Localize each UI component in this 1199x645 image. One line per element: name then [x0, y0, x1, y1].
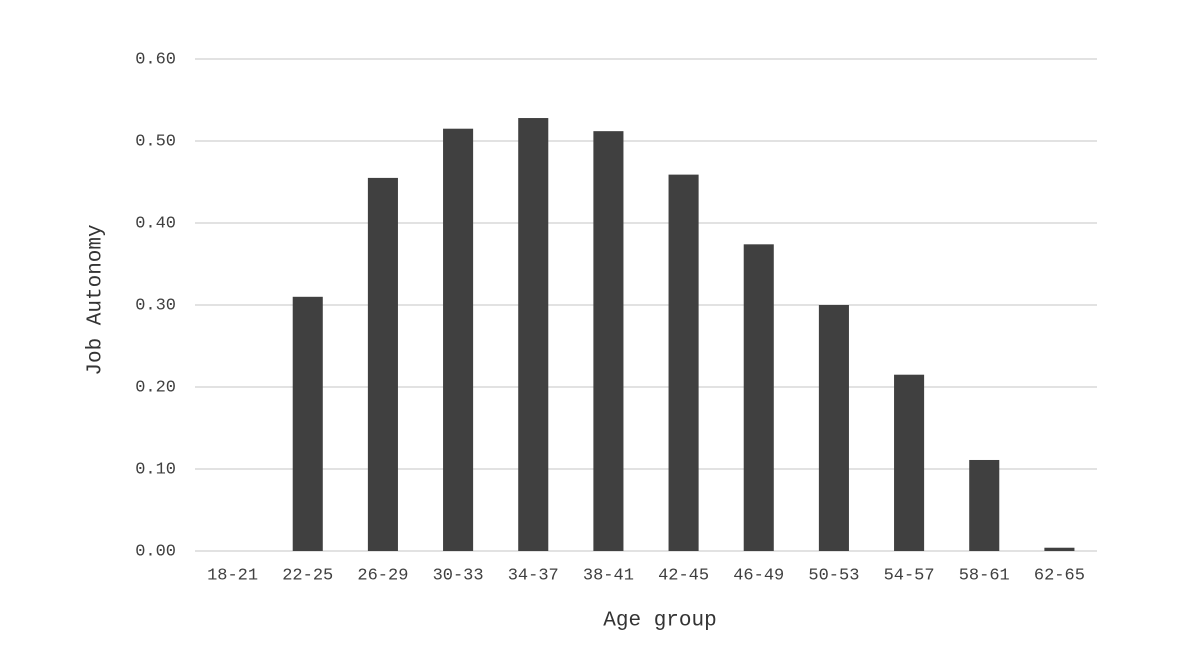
y-tick-label: 0.40: [135, 214, 176, 233]
y-tick-label: 0.30: [135, 296, 176, 315]
x-tick-label: 22-25: [282, 566, 333, 585]
bar: [443, 128, 474, 551]
bar: [292, 296, 323, 551]
bar: [1044, 547, 1075, 551]
bar: [668, 174, 699, 551]
x-axis-title: Age group: [603, 610, 716, 633]
x-tick-label: 42-45: [658, 566, 709, 585]
bar: [818, 305, 849, 551]
y-tick-label: 0.60: [135, 50, 176, 69]
x-tick-label: 34-37: [508, 566, 559, 585]
bar: [894, 374, 925, 551]
bar: [743, 244, 774, 551]
y-tick-label: 0.10: [135, 460, 176, 479]
x-tick-label: 54-57: [884, 566, 935, 585]
y-axis-title: Job Autonomy: [85, 224, 108, 375]
y-tick-label: 0.50: [135, 132, 176, 151]
bar: [969, 459, 1000, 551]
y-tick-label: 0.00: [135, 542, 176, 561]
x-tick-label: 26-29: [357, 566, 408, 585]
x-tick-label: 62-65: [1034, 566, 1085, 585]
bar: [518, 118, 549, 551]
x-tick-label: 30-33: [433, 566, 484, 585]
x-tick-label: 58-61: [959, 566, 1010, 585]
bar: [367, 177, 398, 551]
x-tick-label: 50-53: [808, 566, 859, 585]
y-tick-label: 0.20: [135, 378, 176, 397]
bar: [593, 131, 624, 551]
x-tick-label: 18-21: [207, 566, 258, 585]
x-tick-label: 46-49: [733, 566, 784, 585]
x-tick-label: 38-41: [583, 566, 634, 585]
